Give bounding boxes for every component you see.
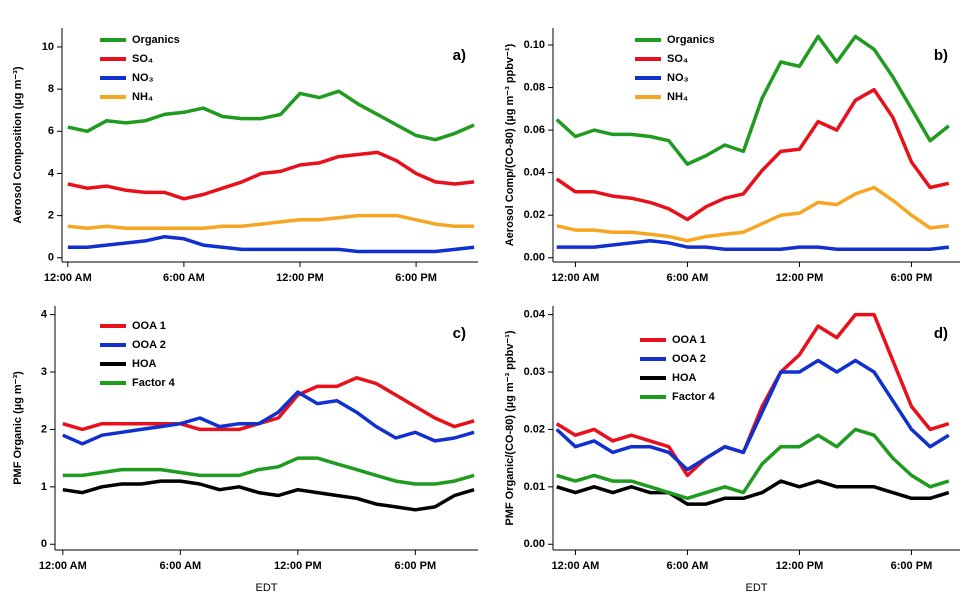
y-tick-label: 2 — [48, 210, 54, 222]
y-tick-label: 0 — [41, 538, 47, 550]
series-line — [555, 34, 950, 166]
y-tick-label: 10 — [42, 41, 54, 53]
legend-label: SO₄ — [132, 53, 153, 65]
series-line — [556, 479, 950, 506]
series-line — [556, 427, 950, 501]
legend-label: Organics — [667, 34, 715, 46]
series-line — [555, 358, 950, 472]
series-line — [67, 213, 475, 231]
panel-label: d) — [934, 325, 948, 342]
x-tick-label: 12:00 AM — [551, 560, 599, 572]
y-tick-label: 2 — [41, 423, 47, 435]
series-line — [67, 89, 475, 142]
y-axis-label: Aerosol Comp/(CO-80) (µg m⁻³ ppbv⁻¹) — [504, 43, 516, 246]
x-tick-label: 6:00 AM — [667, 272, 709, 284]
legend-label: NO₃ — [667, 72, 689, 84]
x-tick-label: 6:00 AM — [159, 560, 201, 572]
y-tick-label: 0.02 — [524, 423, 545, 435]
y-tick-label: 0.03 — [524, 366, 545, 378]
y-tick-label: 6 — [48, 125, 54, 137]
series-line — [67, 234, 475, 254]
x-tick-label: 12:00 AM — [39, 560, 87, 572]
legend-label: OOA 1 — [132, 320, 166, 332]
legend-label: HOA — [672, 372, 697, 384]
y-tick-label: 4 — [48, 167, 55, 179]
x-axis-label: EDT — [256, 582, 278, 594]
series-line — [556, 238, 949, 251]
y-tick-label: 0.00 — [524, 538, 545, 550]
y-tick-label: 0.08 — [524, 81, 545, 93]
x-tick-label: 6:00 PM — [891, 560, 933, 572]
x-tick-label: 6:00 AM — [667, 560, 709, 572]
panel-label: a) — [453, 47, 466, 64]
series-line — [556, 185, 950, 243]
legend-label: Factor 4 — [672, 391, 716, 403]
x-tick-label: 6:00 PM — [395, 272, 437, 284]
y-axis-label: Aerosol Composition (µg m⁻³) — [12, 66, 24, 223]
y-axis-label: PMF Organic/(CO-80) (µg m⁻³ ppbv⁻¹) — [504, 330, 516, 526]
legend-label: NO₃ — [132, 72, 154, 84]
x-tick-label: 12:00 AM — [44, 272, 92, 284]
series-line — [62, 479, 475, 512]
legend-label: OOA 2 — [132, 339, 166, 351]
x-tick-label: 6:00 AM — [163, 272, 205, 284]
legend-label: NH₄ — [132, 91, 153, 103]
y-tick-label: 1 — [41, 481, 47, 493]
legend-label: NH₄ — [667, 91, 688, 103]
x-tick-label: 12:00 AM — [551, 272, 599, 284]
y-tick-label: 0.01 — [524, 481, 545, 493]
x-axis-label: EDT — [746, 582, 768, 594]
x-tick-label: 12:00 PM — [274, 560, 322, 572]
y-axis-label: PMF Organic (µg m⁻³) — [12, 371, 24, 485]
series-line — [62, 456, 475, 486]
y-tick-label: 0.06 — [524, 124, 545, 136]
legend-label: SO₄ — [667, 53, 688, 65]
y-tick-label: 0.10 — [524, 39, 545, 51]
y-tick-label: 0.02 — [524, 209, 545, 221]
y-tick-label: 8 — [48, 83, 54, 95]
panel-label: c) — [453, 325, 466, 342]
legend-label: HOA — [132, 358, 157, 370]
legend-label: Organics — [132, 34, 180, 46]
y-tick-label: 0 — [48, 252, 54, 264]
y-tick-label: 3 — [41, 366, 47, 378]
y-tick-label: 0.00 — [524, 252, 545, 264]
series-line — [67, 150, 475, 201]
y-tick-label: 0.04 — [524, 167, 546, 179]
x-tick-label: 12:00 PM — [276, 272, 324, 284]
y-tick-label: 0.04 — [524, 309, 546, 321]
legend-label: OOA 2 — [672, 353, 706, 365]
legend-label: OOA 1 — [672, 334, 706, 346]
x-tick-label: 6:00 PM — [891, 272, 933, 284]
series-line — [62, 376, 475, 432]
legend-label: Factor 4 — [132, 377, 176, 389]
series-line — [555, 87, 950, 222]
panel-label: b) — [934, 47, 948, 64]
x-tick-label: 6:00 PM — [395, 560, 437, 572]
series-line — [62, 390, 475, 446]
x-tick-label: 12:00 PM — [776, 560, 824, 572]
x-tick-label: 12:00 PM — [776, 272, 824, 284]
y-tick-label: 4 — [41, 309, 48, 321]
